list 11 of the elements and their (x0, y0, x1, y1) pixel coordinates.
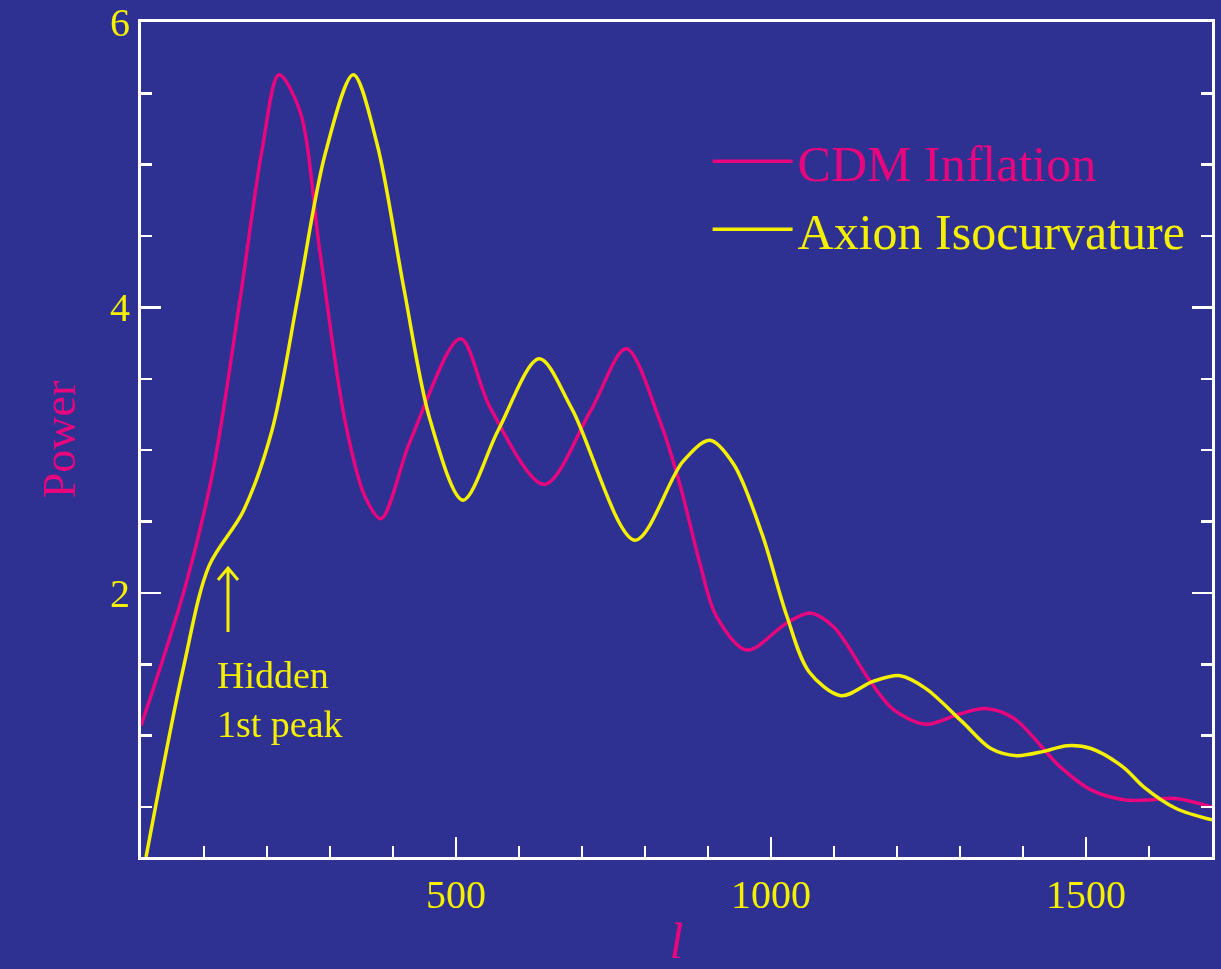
x-tick-label: 1000 (731, 872, 811, 917)
y-tick-label: 2 (110, 570, 130, 616)
annotation: Hidden 1st peak (217, 654, 343, 746)
y-axis-title: Power (34, 380, 86, 499)
x-tick-label: 1500 (1046, 872, 1126, 917)
legend-label: Axion Isocurvature (797, 203, 1185, 260)
legend-label: CDM Inflation (797, 135, 1097, 192)
y-tick-label: 4 (110, 285, 130, 331)
x-axis-title: l (669, 913, 684, 969)
x-tick-label: 500 (426, 872, 486, 917)
y-tick-label: 6 (110, 0, 130, 45)
